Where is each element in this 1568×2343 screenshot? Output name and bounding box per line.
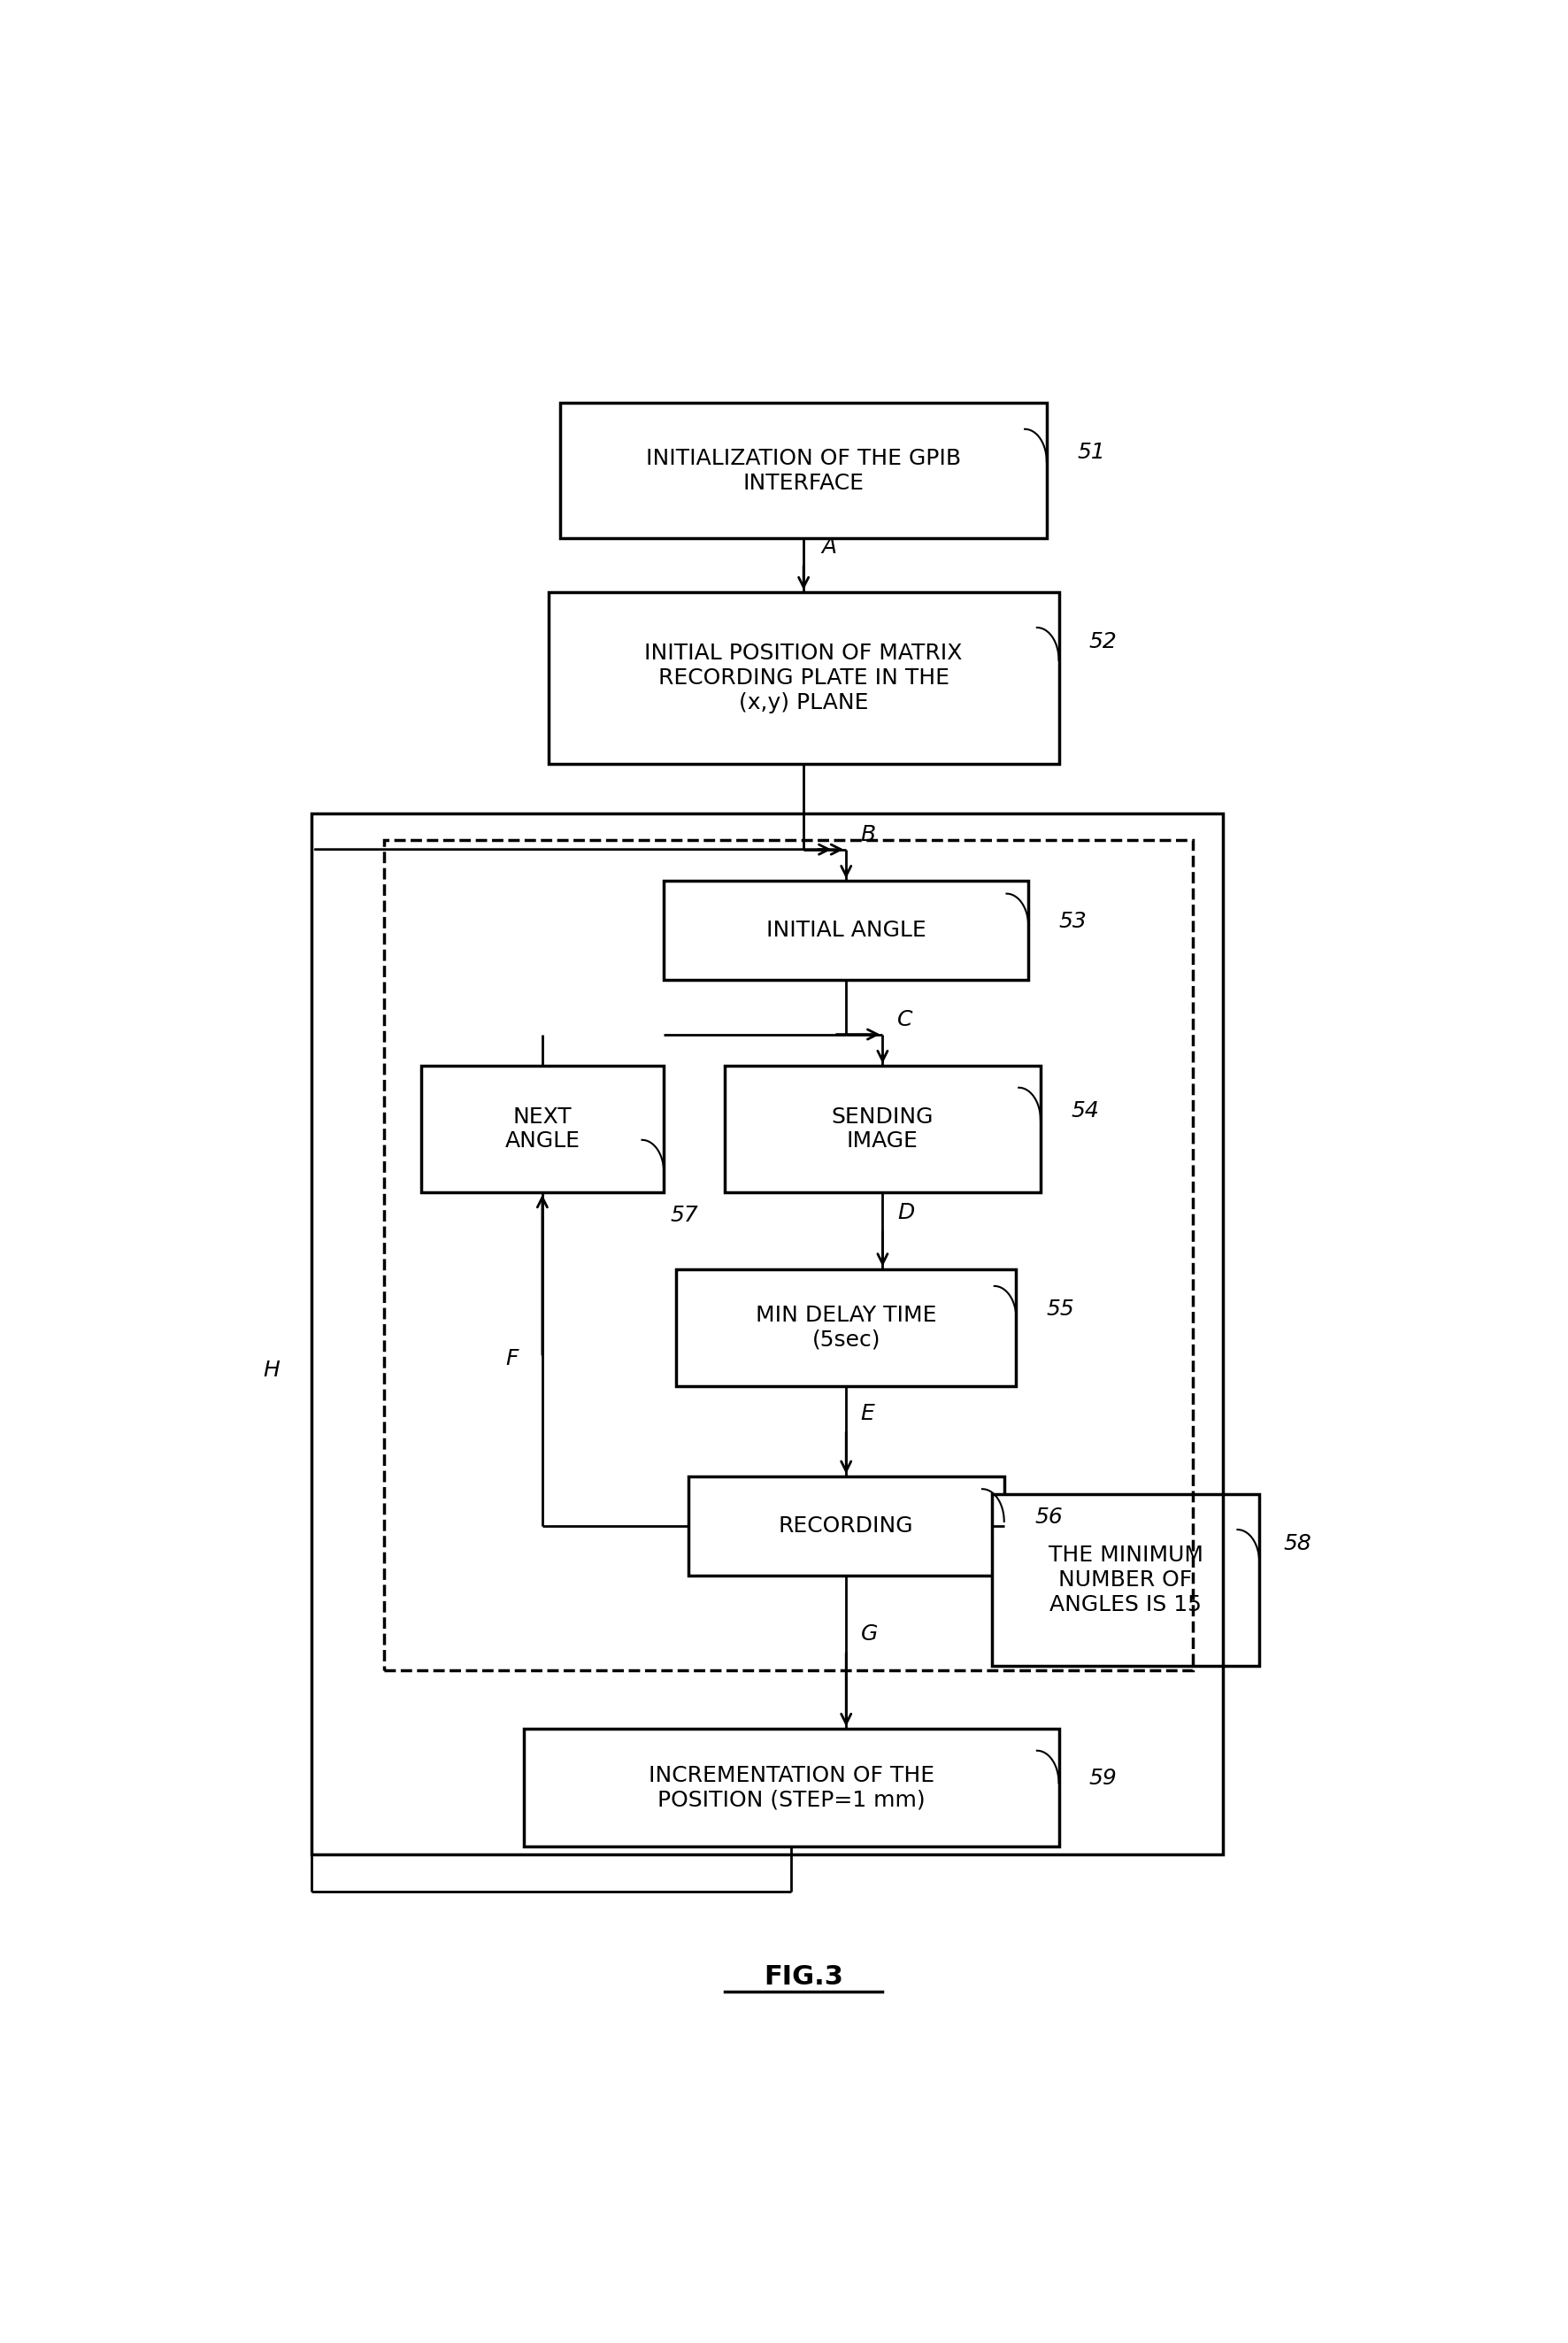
Bar — [724, 1066, 1041, 1193]
Bar — [384, 841, 1192, 1671]
Text: H: H — [263, 1359, 279, 1380]
Text: C: C — [897, 1010, 913, 1031]
Text: B: B — [861, 825, 877, 846]
Text: 53: 53 — [1058, 911, 1087, 933]
Text: G: G — [861, 1624, 878, 1645]
Text: 52: 52 — [1090, 630, 1118, 654]
Text: INITIAL ANGLE: INITIAL ANGLE — [767, 921, 927, 942]
Text: INITIAL POSITION OF MATRIX
RECORDING PLATE IN THE
(x,y) PLANE: INITIAL POSITION OF MATRIX RECORDING PLA… — [644, 642, 963, 712]
Bar — [561, 403, 1046, 539]
Text: FIG.3: FIG.3 — [764, 1963, 844, 1989]
Text: 56: 56 — [1035, 1507, 1063, 1528]
Text: MIN DELAY TIME
(5sec): MIN DELAY TIME (5sec) — [756, 1305, 936, 1350]
Text: A: A — [822, 537, 837, 558]
Text: D: D — [897, 1202, 914, 1223]
Text: 54: 54 — [1071, 1101, 1099, 1122]
Bar — [676, 1270, 1016, 1387]
Text: RECORDING: RECORDING — [779, 1516, 914, 1537]
Bar — [663, 881, 1029, 979]
Text: F: F — [506, 1350, 519, 1371]
Text: 51: 51 — [1077, 443, 1105, 464]
Bar — [312, 813, 1223, 1853]
Text: INITIALIZATION OF THE GPIB
INTERFACE: INITIALIZATION OF THE GPIB INTERFACE — [646, 448, 961, 494]
Text: 58: 58 — [1284, 1532, 1312, 1556]
Bar — [688, 1476, 1004, 1574]
Text: 59: 59 — [1090, 1769, 1118, 1790]
Text: SENDING
IMAGE: SENDING IMAGE — [831, 1106, 933, 1153]
Text: THE MINIMUM
NUMBER OF
ANGLES IS 15: THE MINIMUM NUMBER OF ANGLES IS 15 — [1047, 1544, 1203, 1614]
Text: NEXT
ANGLE: NEXT ANGLE — [505, 1106, 580, 1153]
Bar — [420, 1066, 663, 1193]
Bar — [993, 1495, 1259, 1666]
Text: E: E — [861, 1403, 875, 1425]
Text: 57: 57 — [670, 1204, 698, 1225]
Bar — [549, 593, 1058, 764]
Bar — [524, 1729, 1058, 1846]
Text: 55: 55 — [1046, 1298, 1074, 1319]
Text: INCREMENTATION OF THE
POSITION (STEP=1 mm): INCREMENTATION OF THE POSITION (STEP=1 m… — [649, 1764, 935, 1811]
